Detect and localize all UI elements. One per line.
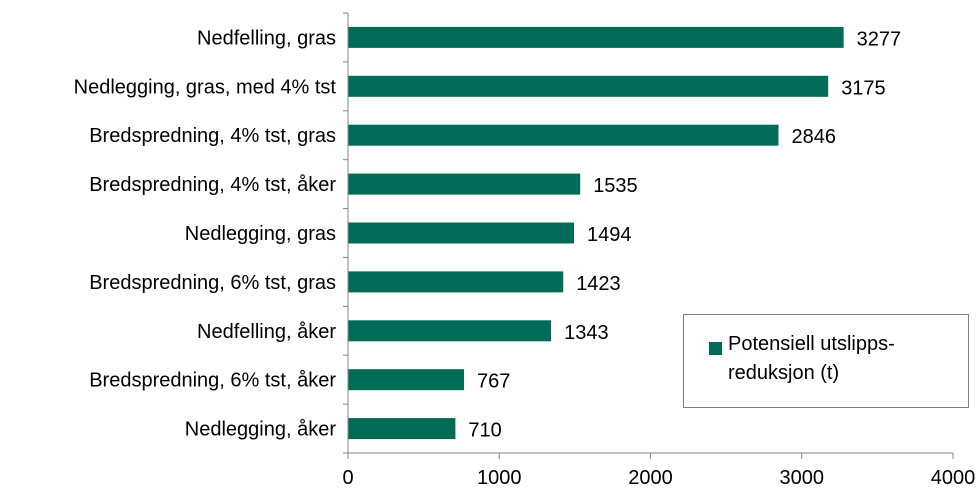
bar [348, 418, 456, 440]
value-label: 2846 [792, 126, 837, 148]
x-tick-label: 3000 [780, 467, 825, 489]
x-tick-label: 4000 [931, 467, 976, 489]
bar [348, 124, 779, 146]
value-label: 3277 [857, 28, 902, 50]
bar [348, 369, 464, 391]
bar [348, 173, 581, 195]
value-label: 3175 [841, 77, 886, 99]
bar [348, 271, 564, 293]
bar [348, 222, 574, 244]
value-label: 710 [468, 420, 501, 442]
value-label: 1535 [593, 175, 638, 197]
value-label: 767 [477, 371, 510, 393]
value-label: 1423 [576, 273, 621, 295]
category-label: Nedlegging, åker [185, 419, 337, 441]
category-label: Bredspredning, 4% tst, gras [89, 125, 336, 147]
category-label: Nedlegging, gras, med 4% tst [74, 76, 337, 98]
value-label: 1343 [564, 322, 609, 344]
legend-label-line-1: Potensiell utslipps- [728, 333, 895, 355]
x-tick-label: 0 [342, 467, 353, 489]
bar [348, 320, 552, 342]
legend-label: Potensiell utslipps- reduksjon (t) [728, 330, 964, 388]
legend-label-line-2: reduksjon (t) [728, 362, 840, 384]
legend-swatch [709, 342, 722, 355]
category-label: Nedlegging, gras [185, 223, 336, 245]
x-tick-label: 1000 [477, 467, 522, 489]
category-label: Nedfelling, gras [197, 27, 336, 49]
bar [348, 75, 829, 97]
category-label: Nedfelling, åker [197, 321, 336, 343]
legend: Potensiell utslipps- reduksjon (t) [683, 314, 969, 408]
category-label: Bredspredning, 4% tst, åker [89, 174, 336, 196]
bar [348, 26, 844, 48]
x-tick-label: 2000 [628, 467, 673, 489]
category-label: Bredspredning, 6% tst, gras [89, 272, 336, 294]
category-label: Bredspredning, 6% tst, åker [89, 370, 336, 392]
value-label: 1494 [587, 224, 632, 246]
